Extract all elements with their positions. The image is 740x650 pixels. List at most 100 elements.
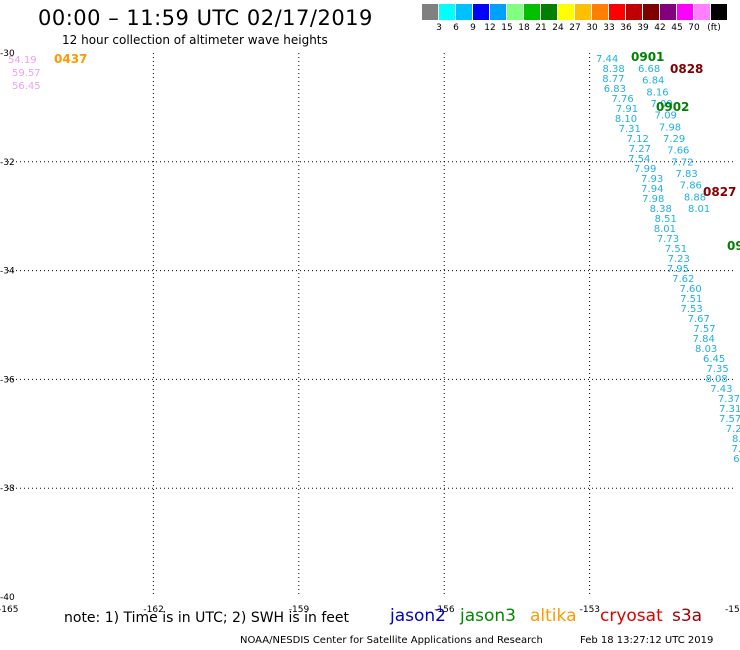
wave-height-value: 56.45 [12,81,41,92]
wave-height-value: 7.60 [679,284,701,295]
legend-tick-label: 21 [535,23,547,33]
legend-swatch [558,4,575,20]
legend-swatch [439,4,456,20]
lon-tick-label: -153 [580,605,600,615]
legend-tick-label: 45 [671,23,683,33]
footer-timestamp: Feb 18 13:27:12 UTC 2019 [580,635,714,646]
legend-tick-label: 39 [637,23,649,33]
lat-tick-label: -40 [0,593,15,603]
legend-tick-label: 36 [620,23,632,33]
legend-swatch [626,4,643,20]
pass-time-label: 0901 [631,50,664,64]
legend-unit: (ft) [707,23,721,33]
legend-swatch [677,4,694,20]
satellite-legend-jason2: jason2 [390,606,446,626]
satellite-legend-altika: altika [530,606,577,626]
legend-tick-label: 27 [569,23,581,33]
legend-swatch [694,4,711,20]
wave-height-value: 7.54 [628,154,650,165]
lat-tick-label: -32 [0,158,15,168]
wave-height-value: 8.10 [615,114,637,125]
wave-height-value: 8.16 [646,87,668,98]
legend-swatch [575,4,592,20]
wave-height-value: 7.98 [642,194,664,205]
wave-height-value: 6.45 [703,354,725,365]
wave-height-value: 8.38 [650,204,672,215]
wave-height-value: 7.86 [680,181,702,192]
wave-height-value: 7.62 [672,274,694,285]
map-title: 00:00 – 11:59 UTC 02/17/2019 [38,6,373,30]
legend-swatch [422,4,439,20]
wave-height-value: 8.88 [684,192,706,203]
wave-height-value: 7.29 [663,134,685,145]
satellite-legend-cryosat: cryosat [600,606,663,626]
wave-height-value: 7.23 [668,254,690,265]
lat-tick-label: -30 [0,49,15,59]
legend-tick-label: 12 [484,23,496,33]
legend-tick-label: 6 [453,23,459,33]
legend-tick-label: 24 [552,23,564,33]
footer-credit: NOAA/NESDIS Center for Satellite Applica… [240,635,543,646]
wave-height-value: 7.57 [719,414,740,425]
legend-tick-label: 33 [603,23,615,33]
note-text: note: 1) Time is in UTC; 2) SWH is in fe… [64,610,350,626]
legend-tick-label: 18 [518,23,530,33]
wave-height-value: 8.08 [705,374,727,385]
wave-height-value: 7.83 [676,169,698,180]
wave-height-value: 7. [732,444,740,455]
lon-tick-label: -159 [289,605,310,615]
legend-swatch [660,4,677,20]
wave-height-value: 7.94 [641,184,663,195]
wave-height-value: 7.91 [616,104,638,115]
legend-tick-label: 30 [586,23,598,33]
wave-height-value: 7.37 [718,394,740,405]
wave-height-value: 7.84 [693,334,715,345]
lat-tick-label: -36 [0,375,15,385]
wave-height-value: 8.5 [732,434,740,445]
satellite-legend-s3a: s3a [672,606,703,626]
wave-height-value: 6.84 [642,76,664,87]
wave-height-value: 7.57 [693,324,715,335]
legend-tick-label: 9 [470,23,476,33]
wave-height-value: 7.31 [619,124,641,135]
wave-height-value: 7.12 [627,134,649,145]
wave-height-value: 7.73 [657,234,679,245]
wave-height-value: 8.51 [655,214,677,225]
legend-swatch [507,4,524,20]
wave-height-value: 7.51 [680,294,702,305]
pass-time-label: 0828 [670,62,703,76]
legend-swatch [473,4,490,20]
wave-height-value: 59.57 [12,68,41,79]
wave-height-value: 7.27 [629,144,651,155]
pass-time-label: 0827 [703,185,736,199]
wave-height-value: 7.72 [671,157,693,168]
wave-height-value: 7.66 [667,146,689,157]
wave-height-value: 8.01 [654,224,676,235]
wave-height-value: 54.19 [8,55,37,66]
pass-time-label: 09 [727,239,740,253]
wave-height-value: 7.53 [681,304,703,315]
lat-tick-label: -38 [0,484,15,494]
wave-height-value: 7.35 [706,364,728,375]
legend-tick-label: 3 [436,23,442,33]
wave-height-value: 7.2 [726,424,740,435]
wave-height-value: 7.09 [651,99,673,110]
pass-time-label: 0902 [656,100,689,114]
lon-tick-label: -156 [434,605,455,615]
wave-height-value: 7.09 [655,111,677,122]
lon-tick-label: -150 [725,605,740,615]
legend-swatch [456,4,473,20]
legend-swatch [609,4,626,20]
legend-swatch [592,4,609,20]
legend-swatch [643,4,660,20]
legend-tick-label: 15 [501,23,513,33]
wave-height-value: 6.68 [638,64,660,75]
legend-swatch [711,4,728,20]
map-subtitle: 12 hour collection of altimeter wave hei… [62,33,328,47]
wave-height-value: 7.76 [611,94,633,105]
wave-height-value: 8.01 [688,204,710,215]
wave-height-value: 6. [733,454,740,465]
lat-tick-label: -34 [0,267,15,277]
pass-time-label: 0437 [54,52,87,66]
